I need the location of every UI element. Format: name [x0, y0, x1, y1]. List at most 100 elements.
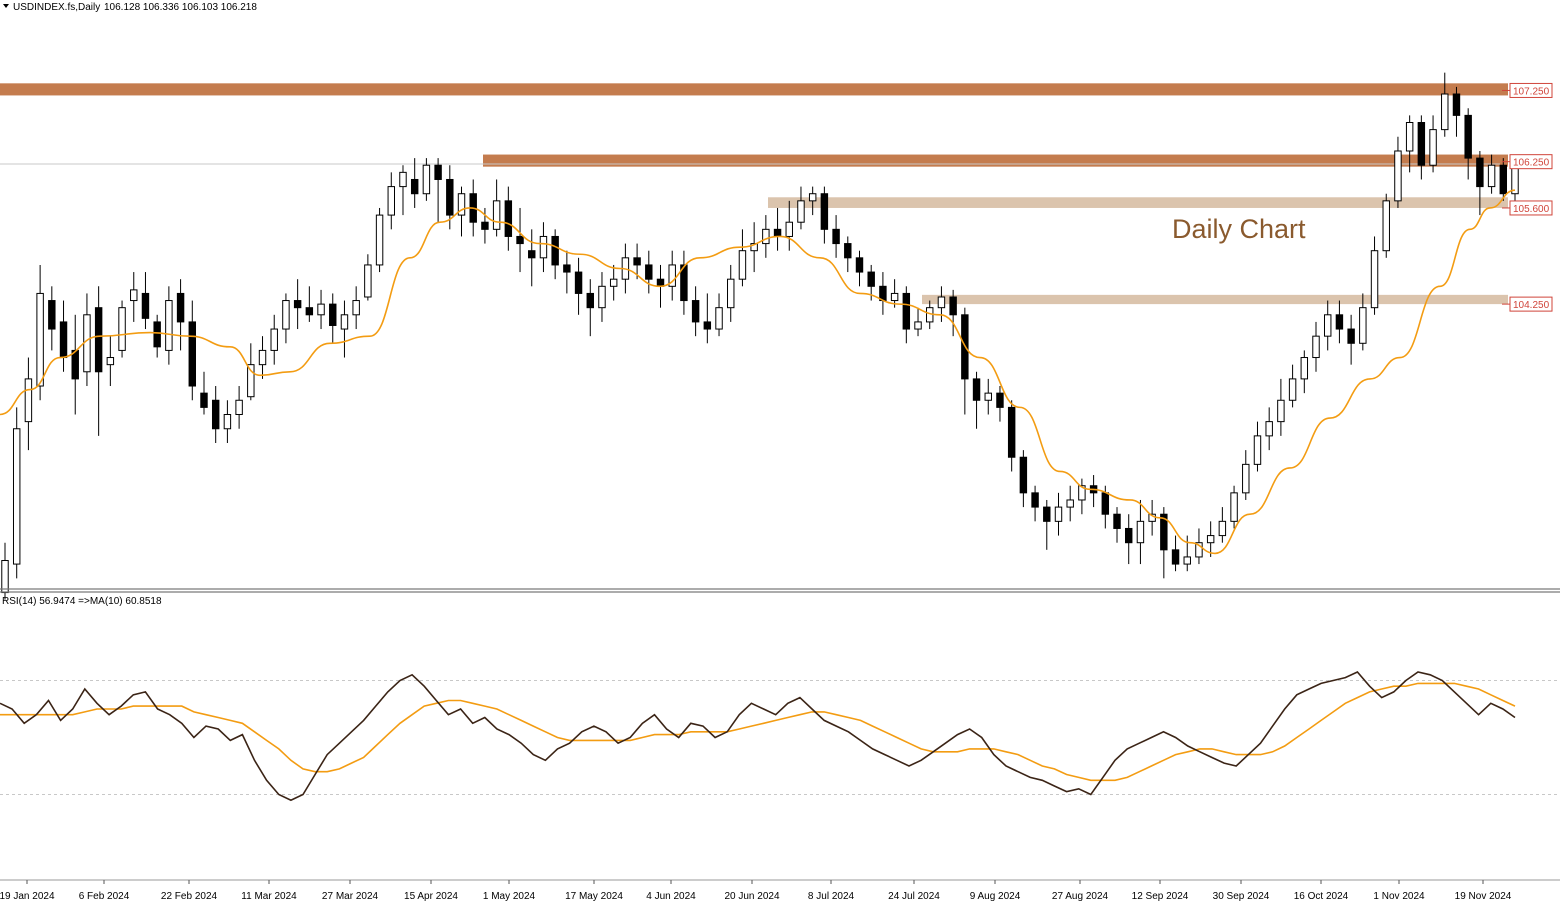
time-tick-label: 15 Apr 2024 — [404, 891, 458, 902]
candle-bullish — [598, 285, 606, 309]
candle-bearish — [200, 392, 208, 408]
candle-bearish — [1417, 122, 1426, 166]
candle-bearish — [71, 349, 79, 380]
candle-bullish — [352, 300, 360, 316]
rsi-indicator-label: RSI(14) 56.9474 =>MA(10) 60.8518 — [2, 596, 162, 607]
time-tick-label: 16 Oct 2024 — [1294, 891, 1349, 902]
candle-bullish — [1300, 357, 1309, 380]
candle-bearish — [902, 292, 911, 330]
candle-bearish — [773, 228, 782, 237]
candle-bullish — [914, 321, 922, 330]
price-panel: 107.250 106.250 105.600 104.250 Daily Chart — [0, 72, 1553, 600]
candle-bearish — [329, 303, 337, 326]
candle-bearish — [949, 296, 957, 316]
candle-bullish — [422, 164, 431, 195]
time-tick-label: 8 Jul 2024 — [808, 891, 855, 902]
price-tag-label: 105.600 — [1513, 204, 1550, 215]
candle-bearish — [832, 228, 840, 245]
candle-bullish — [223, 414, 232, 430]
candle-bearish — [586, 292, 594, 309]
collapse-triangle-icon[interactable] — [3, 4, 9, 8]
candle-bullish — [1265, 421, 1273, 437]
candle-bullish — [1312, 335, 1320, 359]
candle-bearish — [481, 221, 489, 230]
candle-bullish — [258, 349, 267, 366]
price-zone-105.600 — [768, 197, 1508, 208]
candle-bullish — [1441, 93, 1449, 131]
candle-bullish — [235, 399, 243, 416]
candle-bullish — [1277, 399, 1285, 423]
candle-bullish — [750, 243, 758, 252]
time-tick-label: 20 Jun 2024 — [724, 891, 779, 902]
time-tick-label: 12 Sep 2024 — [1132, 891, 1189, 902]
candle-bearish — [211, 399, 220, 430]
candle-bearish — [680, 264, 688, 302]
candle-bearish — [141, 292, 150, 319]
candle-bullish — [1206, 535, 1215, 544]
time-tick-label: 19 Nov 2024 — [1455, 891, 1512, 902]
candle-bullish — [1359, 307, 1367, 344]
candle-bullish — [609, 278, 618, 287]
candle-bearish — [996, 392, 1004, 408]
time-tick-label: 19 Jan 2024 — [0, 891, 55, 902]
rsi-panel — [0, 671, 1560, 802]
candle-bullish — [36, 292, 44, 387]
price-tag-label: 106.250 — [1513, 158, 1550, 169]
candle-bullish — [808, 193, 817, 202]
price-tag-box — [1509, 200, 1553, 216]
candle-bullish — [492, 200, 501, 230]
candle-bullish — [270, 328, 278, 351]
candle-bearish — [1007, 406, 1016, 458]
time-tick-label: 9 Aug 2024 — [970, 891, 1021, 902]
candle-bullish — [399, 171, 407, 188]
candle-bearish — [1171, 549, 1180, 565]
candle-bullish — [715, 307, 723, 330]
candle-bearish — [703, 321, 712, 330]
candle-bearish — [1113, 513, 1121, 529]
candle-bullish — [1195, 542, 1203, 558]
candle-bearish — [551, 235, 559, 266]
candle-bearish — [820, 193, 829, 230]
candle-bullish — [797, 200, 805, 223]
candle-bullish — [762, 228, 770, 245]
time-tick-label: 27 Aug 2024 — [1052, 891, 1109, 902]
candle-bullish — [83, 314, 91, 373]
rsi-line — [0, 671, 1516, 802]
time-tick-label: 11 Mar 2024 — [241, 891, 297, 902]
candle-bullish — [785, 221, 793, 237]
moving-average-line — [0, 189, 1516, 555]
time-tick-label: 1 Nov 2024 — [1373, 891, 1425, 902]
chart-annotation: Daily Chart — [1172, 214, 1306, 244]
candle-bearish — [305, 307, 314, 316]
symbol-label: USDINDEX.fs,Daily — [13, 2, 100, 13]
time-axis: 19 Jan 2024 6 Feb 2024 22 Feb 2024 11 Mar 2… — [0, 880, 1512, 902]
candles — [1, 72, 1519, 600]
candle-bullish — [1218, 520, 1227, 537]
candle-bearish — [691, 300, 700, 323]
candle-bullish — [890, 292, 899, 302]
candle-bearish — [410, 178, 419, 195]
price-tag-label: 107.250 — [1513, 86, 1550, 97]
candle-bullish — [1323, 314, 1332, 337]
time-tick-label: 27 Mar 2024 — [322, 891, 379, 902]
time-tick-label: 17 May 2024 — [565, 891, 623, 902]
rsi-ma-line — [0, 682, 1516, 782]
candle-bearish — [176, 292, 185, 323]
candle-bearish — [1464, 114, 1472, 159]
candle-bullish — [375, 214, 384, 266]
candle-bullish — [1382, 200, 1390, 252]
price-zone-106.250 — [483, 154, 1508, 167]
candle-bullish — [984, 392, 992, 401]
candle-bullish — [130, 289, 138, 302]
candle-bullish — [1429, 129, 1437, 166]
candle-bearish — [855, 257, 864, 273]
candle-bearish — [844, 243, 852, 259]
time-tick-label: 22 Feb 2024 — [161, 891, 218, 902]
candle-bullish — [106, 357, 115, 366]
candle-bearish — [434, 164, 442, 180]
candle-bearish — [153, 321, 161, 348]
candle-bullish — [282, 300, 290, 330]
candle-bearish — [293, 300, 302, 309]
candle-bullish — [926, 307, 934, 323]
candle-bearish — [1043, 506, 1051, 522]
